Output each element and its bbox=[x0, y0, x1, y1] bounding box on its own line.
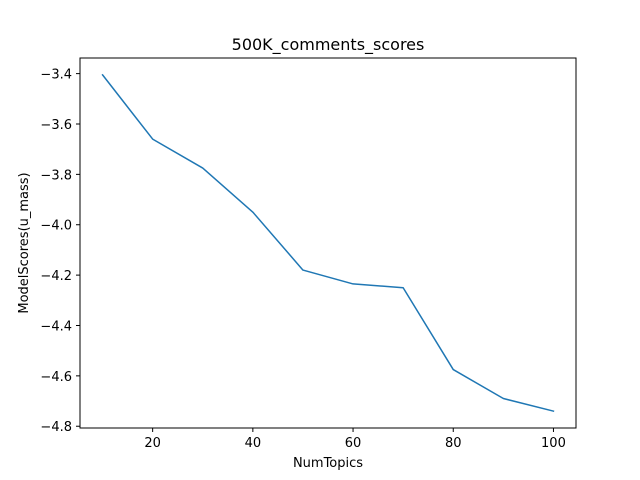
y-tick-label: −3.4 bbox=[40, 68, 72, 83]
y-axis-ticks: −3.4 −3.6 −3.8 −4.0 −4.2 −4.4 −4.6 −4.8 bbox=[40, 68, 80, 435]
series-layer bbox=[101, 73, 555, 413]
y-tick-label: −3.6 bbox=[40, 118, 72, 133]
y-tick-label: −3.8 bbox=[40, 168, 72, 183]
x-tick-label: 100 bbox=[541, 436, 566, 451]
y-tick-label: −4.8 bbox=[40, 420, 72, 435]
x-tick-label: 60 bbox=[345, 436, 362, 451]
y-tick-label: −4.6 bbox=[40, 370, 72, 385]
plot-area-frame bbox=[79, 57, 577, 429]
chart-title: 500K_comments_scores bbox=[232, 35, 425, 55]
x-axis-ticks: 20 40 60 80 100 bbox=[144, 428, 566, 451]
series-line-0 bbox=[101, 73, 555, 413]
x-tick-label: 80 bbox=[445, 436, 462, 451]
y-tick-label: −4.0 bbox=[40, 219, 72, 234]
y-tick-label: −4.2 bbox=[40, 269, 72, 284]
y-axis-label: ModelScores(u_mass) bbox=[17, 172, 32, 313]
y-tick-label: −4.4 bbox=[40, 319, 72, 334]
x-tick-label: 20 bbox=[144, 436, 161, 451]
x-tick-label: 40 bbox=[245, 436, 262, 451]
x-axis-label: NumTopics bbox=[293, 456, 363, 471]
